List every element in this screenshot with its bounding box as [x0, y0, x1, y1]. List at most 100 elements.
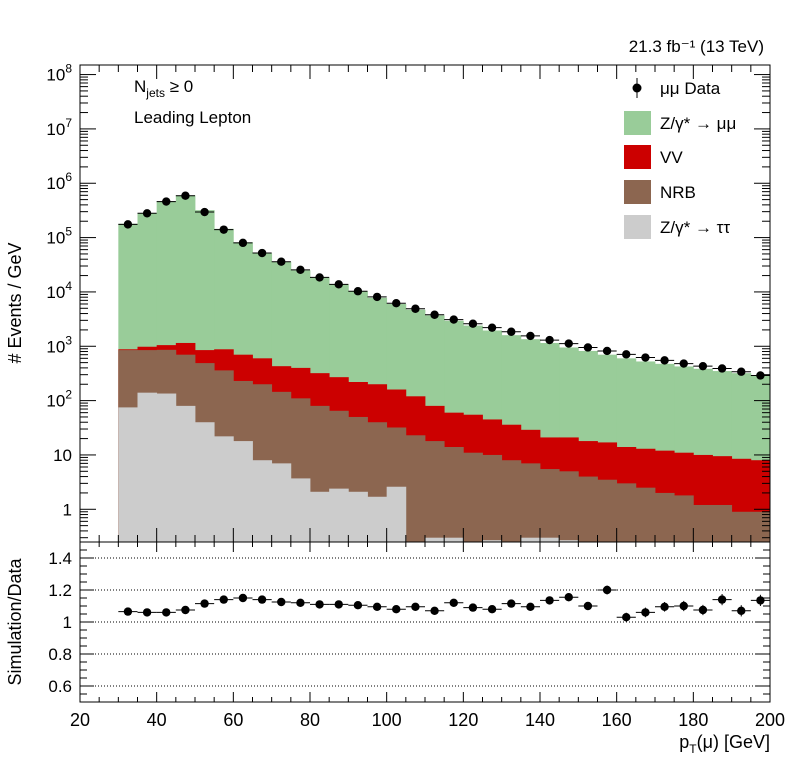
- legend: μμ Data Z/γ* → μμ VV NRB Z/γ* → ττ: [624, 78, 736, 239]
- data-point: [238, 238, 248, 248]
- ratio-point: [602, 585, 612, 595]
- stack-bar-nrb: [693, 504, 713, 542]
- njets-sub: jets: [145, 86, 165, 100]
- top-ytick-label: 107: [46, 116, 72, 139]
- stack-bar-nrb: [463, 452, 483, 542]
- legend-label: VV: [660, 148, 683, 167]
- stack-bar-z-: [425, 537, 445, 542]
- stack-bar-z-: [118, 407, 138, 542]
- data-point: [756, 371, 765, 380]
- tick-exponent: 7: [65, 116, 72, 130]
- ratio-point: [717, 595, 727, 604]
- stack-bar-z-: [348, 491, 368, 542]
- xlabel-rest: (μ) [GeV]: [697, 732, 770, 752]
- data-point: [142, 209, 152, 218]
- ratio-point: [315, 600, 324, 609]
- x-axis-label: pT(μ) [GeV]: [679, 732, 770, 756]
- tick-base: 10: [46, 392, 65, 411]
- stack-bar-z-: [214, 436, 234, 542]
- ratio-point: [257, 595, 267, 604]
- data-point: [411, 304, 420, 313]
- ratio-point: [679, 601, 688, 611]
- ratio-point: [507, 599, 516, 608]
- stack-bar-z-: [540, 537, 560, 542]
- ratio-point: [737, 606, 746, 615]
- xtick-label: 120: [448, 710, 478, 730]
- tick-base: 10: [46, 174, 65, 193]
- stack-bar-nrb: [616, 483, 637, 542]
- legend-label: Z/γ* → ττ: [660, 218, 730, 237]
- stack-bar-nrb: [444, 447, 464, 542]
- data-point: [277, 257, 286, 266]
- tick-exponent: 4: [65, 279, 72, 293]
- data-point: [660, 356, 669, 365]
- stack-bar-z-: [367, 496, 388, 542]
- stack-bar-z-: [137, 392, 158, 542]
- data-point: [679, 359, 688, 368]
- lumi-label: 21.3 fb⁻¹ (13 TeV): [629, 37, 764, 56]
- stack-bar-z-: [520, 537, 541, 542]
- ratio-point: [698, 605, 708, 615]
- stack-bar-z-: [310, 491, 330, 542]
- legend-swatch: [624, 145, 651, 169]
- top-ytick-label: 102: [46, 388, 72, 411]
- ratio-y-axis-label: Simulation/Data: [5, 557, 25, 685]
- region-annotation: Leading Lepton: [134, 108, 251, 127]
- njets-rest: ≥ 0: [165, 77, 193, 96]
- ratio-point: [487, 605, 497, 614]
- data-point: [737, 367, 746, 376]
- stack-bar-nrb: [750, 511, 770, 542]
- tick-exponent: 5: [65, 225, 72, 239]
- ratio-point: [181, 605, 190, 615]
- tick-base: 10: [46, 66, 65, 85]
- data-point: [507, 327, 516, 336]
- xtick-label: 60: [223, 710, 243, 730]
- top-ytick-label: 104: [46, 279, 72, 302]
- data-point: [698, 361, 708, 371]
- ratio-point: [142, 608, 152, 617]
- data-point: [123, 220, 133, 229]
- ratio-point: [468, 603, 478, 612]
- legend-label: NRB: [660, 183, 696, 202]
- data-point: [430, 310, 439, 319]
- ratio-point: [372, 602, 382, 611]
- legend-swatch: [624, 215, 651, 239]
- data-point: [200, 207, 209, 217]
- ratio-ytick-label: 1.2: [48, 581, 72, 600]
- xtick-label: 20: [70, 710, 90, 730]
- data-point: [162, 197, 171, 206]
- legend-label: Z/γ* → μμ: [660, 114, 736, 133]
- top-plot-area: [118, 191, 770, 542]
- top-ytick-label: 105: [46, 225, 72, 248]
- legend-label: μμ Data: [660, 79, 721, 98]
- data-point: [392, 299, 401, 308]
- legend-swatch: [624, 180, 651, 204]
- tick-exponent: 3: [65, 333, 72, 347]
- data-point: [468, 319, 478, 328]
- legend-swatch: [624, 111, 651, 135]
- ratio-point: [219, 595, 228, 604]
- data-point: [334, 280, 343, 289]
- top-ytick-label: 10: [53, 446, 72, 465]
- xtick-label: 40: [147, 710, 167, 730]
- ratio-point: [564, 593, 573, 602]
- stack-bar-z-: [444, 537, 464, 542]
- ratio-ytick-label: 1.4: [48, 549, 72, 568]
- ratio-plot-area: [80, 557, 770, 687]
- stack-bar-z-: [271, 463, 292, 542]
- data-point: [717, 364, 727, 373]
- ratio-point: [430, 606, 439, 615]
- ratio-point: [756, 596, 765, 605]
- stack-bar-z-: [252, 460, 273, 542]
- ratio-point: [200, 599, 209, 608]
- data-point: [602, 346, 612, 356]
- stack-bar-nrb: [712, 504, 733, 542]
- njets-main: N: [134, 77, 146, 96]
- data-point: [353, 287, 363, 296]
- ratio-point: [526, 602, 535, 611]
- stack-bar-z-: [386, 486, 407, 542]
- top-ytick-label: 108: [46, 62, 72, 85]
